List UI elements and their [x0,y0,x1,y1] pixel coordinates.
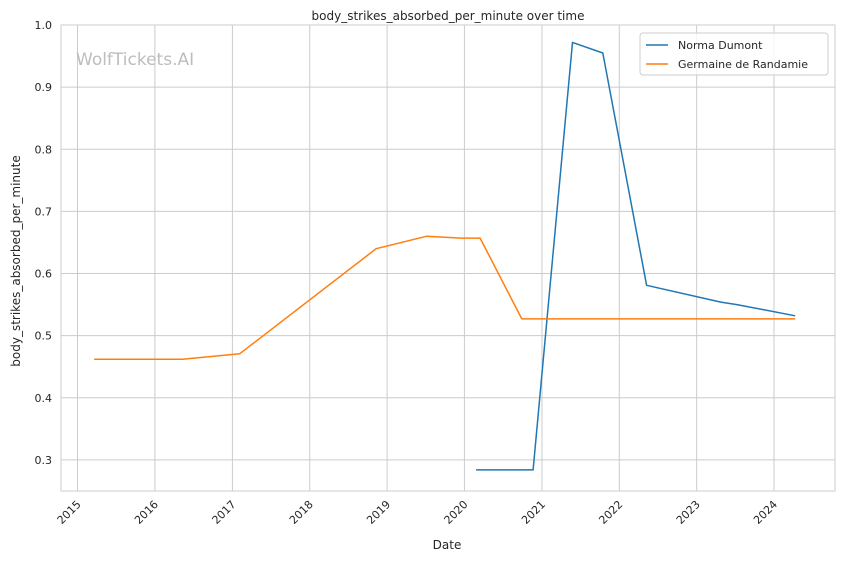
x-tick-label: 2021 [519,498,548,527]
x-tick-label: 2024 [751,498,780,527]
series-line-germaine-de-randamie [94,235,796,361]
x-tick-labels: 2015 2016 2017 2018 2019 2020 2021 2022 2023 2024 [55,498,780,527]
series-line-norma-dumont [476,41,796,471]
x-tick-label: 2015 [55,498,84,527]
legend-box [639,32,829,76]
x-tick-label: 2018 [287,498,316,527]
x-axis-label: Date [433,538,462,552]
x-tick-label: 2020 [442,498,471,527]
plot-frame [60,24,836,492]
y-tick-labels: 0.3 0.4 0.5 0.6 0.7 0.8 0.9 1.0 [35,19,53,467]
legend-label-germaine-de-randamie: Germaine de Randamie [678,58,808,71]
y-tick-label: 0.9 [35,81,53,94]
y-axis-label: body_strikes_absorbed_per_minute [9,155,23,366]
chart-title: body_strikes_absorbed_per_minute over ti… [312,9,585,23]
y-tick-label: 0.6 [35,268,53,281]
x-tick-label: 2022 [596,498,625,527]
y-tick-label: 0.4 [35,392,53,405]
x-tick-label: 2017 [210,498,239,527]
x-tick-label: 2016 [132,498,161,527]
y-tick-label: 0.3 [35,454,53,467]
legend-label-norma-dumont: Norma Dumont [678,39,763,52]
y-tick-label: 1.0 [35,19,53,32]
y-tick-label: 0.8 [35,143,53,156]
series-layer [94,41,796,471]
y-tick-label: 0.7 [35,205,53,218]
y-tick-label: 0.5 [35,330,53,343]
watermark: WolfTickets.AI [76,50,194,70]
plot-background [61,25,835,491]
legend: Norma Dumont Germaine de Randamie [639,32,829,76]
x-tick-label: 2019 [364,498,393,527]
x-tick-label: 2023 [674,498,703,527]
